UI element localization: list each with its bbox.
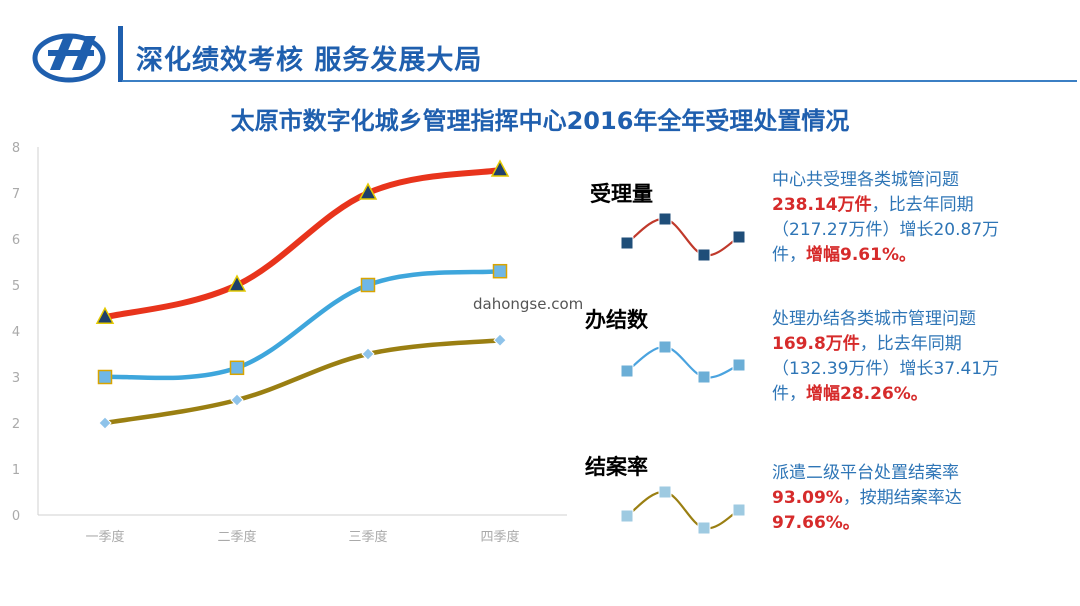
- desc-line: 97.66%。: [772, 511, 1042, 536]
- sparkline-point: [697, 370, 711, 384]
- data-point-triangle: [490, 159, 510, 177]
- y-tick-label: 1: [12, 463, 20, 478]
- desc-text: ，比去年同期: [871, 195, 974, 215]
- sparkline-point: [620, 509, 634, 523]
- sparkline-point: [620, 364, 634, 378]
- y-tick-label: 5: [12, 279, 20, 294]
- header-title: 深化绩效考核 服务发展大局: [136, 45, 483, 76]
- data-point-square: [97, 369, 113, 385]
- desc-line: 238.14万件，比去年同期: [772, 193, 1042, 218]
- logo: [32, 33, 106, 83]
- data-point-triangle: [358, 182, 378, 200]
- x-tick-label: 二季度: [217, 529, 256, 545]
- sparkline-path: [626, 490, 740, 530]
- sparkline-point: [658, 212, 672, 226]
- quarterly-line-chart: 0 1 2 3 4 5 6 7 8 一季度 二季度 三季度 四季度: [12, 141, 567, 545]
- series-line: [102, 268, 503, 381]
- desc-text: 件，: [772, 245, 806, 265]
- desc-line: 件，增幅9.61%。: [772, 243, 1042, 268]
- desc-line: 处理办结各类城市管理问题: [772, 309, 976, 329]
- header-accent-bar: [118, 26, 123, 82]
- metric-label-closed: 办结数: [585, 308, 648, 332]
- y-tick-label: 2: [12, 417, 20, 432]
- close-rate-value: 93.09%: [772, 488, 843, 508]
- metric-desc-close-rate: 派遣二级平台处置结案率 93.09%，按期结案率达 97.66%。: [772, 461, 1042, 536]
- y-tick-label: 0: [12, 509, 20, 524]
- data-point-diamond: [493, 333, 507, 347]
- desc-line: （217.27万件）增长20.87万: [772, 220, 1000, 240]
- metric-desc-accepted: 中心共受理各类城管问题 238.14万件，比去年同期 （217.27万件）增长2…: [772, 168, 1042, 268]
- sparkline-point: [658, 340, 672, 354]
- desc-line: 件，增幅28.26%。: [772, 382, 1042, 407]
- desc-line: 169.8万件，比去年同期: [772, 332, 1042, 357]
- on-time-close-rate-value: 97.66%。: [772, 513, 860, 533]
- data-point-diamond: [98, 416, 112, 430]
- data-point-square: [492, 263, 508, 279]
- series-line: [102, 337, 503, 426]
- accepted-growth-rate: 增幅9.61%。: [806, 245, 916, 265]
- sparkline-point: [658, 485, 672, 499]
- desc-line: 中心共受理各类城管问题: [772, 170, 959, 190]
- y-tick-label: 3: [12, 371, 20, 386]
- data-point-diamond: [361, 347, 375, 361]
- accepted-value: 238.14万件: [772, 195, 872, 215]
- x-tick-label: 四季度: [480, 529, 519, 545]
- closed-value: 169.8万件: [772, 334, 860, 354]
- desc-line: 派遣二级平台处置结案率: [772, 463, 959, 483]
- sparkline-path: [626, 345, 740, 379]
- watermark: dahongse.com: [470, 295, 587, 313]
- metric-label-close-rate: 结案率: [585, 455, 648, 479]
- data-point-triangle: [95, 306, 115, 324]
- sparkline-point: [620, 236, 634, 250]
- sparkline-closed: [620, 340, 746, 384]
- sparkline-close-rate: [620, 485, 746, 535]
- sparkline-point: [732, 358, 746, 372]
- sparkline-point: [697, 521, 711, 535]
- data-point-square: [360, 277, 376, 293]
- y-tick-label: 4: [12, 325, 20, 340]
- y-tick-label: 8: [12, 141, 20, 156]
- desc-text: ，按期结案率达: [842, 488, 962, 508]
- y-tick-label: 7: [12, 187, 20, 202]
- x-tick-label: 三季度: [348, 529, 387, 545]
- sparkline-point: [732, 503, 746, 517]
- closed-growth-rate: 增幅28.26%。: [806, 384, 928, 404]
- page-title: 太原市数字化城乡管理指挥中心2016年全年受理处置情况: [230, 107, 850, 135]
- x-tick-label: 一季度: [85, 529, 124, 545]
- header-rule: [122, 80, 1077, 82]
- data-point-square: [229, 360, 245, 376]
- series-line: [102, 167, 503, 321]
- desc-line: 93.09%，按期结案率达: [772, 486, 1042, 511]
- sparkline-point: [697, 248, 711, 262]
- desc-line: （132.39万件）增长37.41万: [772, 359, 1000, 379]
- data-point-triangle: [227, 274, 247, 292]
- sparkline-path: [626, 217, 740, 257]
- desc-text: ，比去年同期: [859, 334, 962, 354]
- data-point-diamond: [230, 393, 244, 407]
- sparkline-point: [732, 230, 746, 244]
- desc-text: 件，: [772, 384, 806, 404]
- metric-desc-closed: 处理办结各类城市管理问题 169.8万件，比去年同期 （132.39万件）增长3…: [772, 307, 1042, 407]
- y-tick-label: 6: [12, 233, 20, 248]
- metric-label-accepted: 受理量: [590, 182, 653, 206]
- sparkline-accepted: [620, 212, 746, 262]
